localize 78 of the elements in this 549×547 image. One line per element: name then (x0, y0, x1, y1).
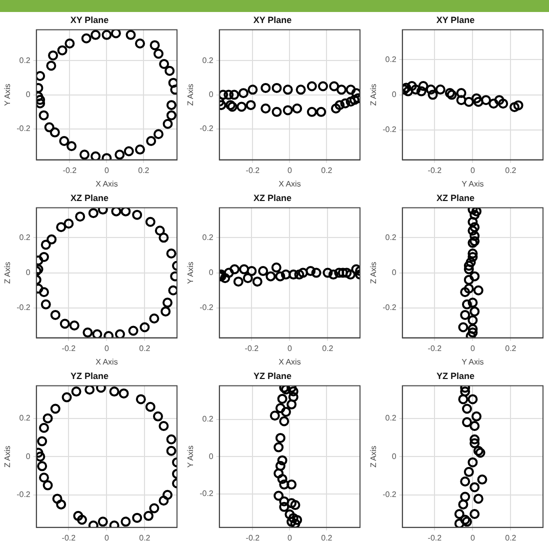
y-tick-label: -0.2 (200, 124, 214, 134)
x-tick-label: 0 (287, 344, 292, 353)
y-axis-title: Z Axis (369, 84, 378, 106)
y-tick-label: 0 (208, 452, 214, 461)
chart-title: YZ Plane (70, 370, 109, 381)
y-tick-label: 0.2 (385, 414, 397, 423)
y-tick-label: -0.2 (382, 303, 397, 312)
x-tick-label: -0.2 (62, 533, 76, 542)
y-tick-label: 0.2 (202, 56, 214, 65)
x-tick-label: -0.2 (62, 166, 78, 175)
y-tick-label: 0 (26, 268, 31, 278)
x-tick-label: -0.2 (428, 166, 442, 175)
x-tick-label: 0 (470, 344, 476, 353)
y-tick-label: 0 (392, 452, 397, 461)
y-tick-label: 0 (208, 268, 214, 278)
x-tick-label: 0.2 (139, 533, 151, 542)
x-axis-title: X Axis (278, 179, 301, 188)
y-tick-label: 0.2 (19, 232, 31, 242)
y-tick-label: 0 (26, 90, 31, 100)
y-axis-title: Y Axis (3, 84, 12, 106)
x-tick-label: -0.2 (246, 533, 260, 542)
y-tick-label: 0 (26, 452, 31, 461)
x-tick-label: -0.2 (246, 166, 260, 175)
y-axis-title: Z Axis (3, 262, 12, 284)
chart-title: XY Plane (436, 14, 475, 25)
x-tick-label: -0.2 (428, 533, 442, 542)
chart-title: XZ Plane (70, 192, 109, 203)
x-tick-label: 0.2 (321, 166, 333, 175)
y-tick-label: -0.2 (16, 124, 31, 134)
chart-title: XZ Plane (253, 192, 292, 203)
x-tick-label: 0 (104, 166, 110, 175)
x-tick-label: 0 (104, 344, 110, 353)
y-tick-label: 0 (208, 90, 214, 100)
y-tick-label: -0.2 (16, 490, 31, 500)
y-tick-label: 0.2 (385, 232, 397, 242)
y-tick-label: -0.2 (200, 303, 214, 312)
y-tick-label: 0.2 (385, 54, 397, 64)
x-tick-label: -0.2 (428, 344, 442, 353)
y-axis-title: Y Axis (186, 446, 196, 468)
x-axis-title: Y Axis (462, 357, 484, 366)
y-axis-title: Z Axis (186, 84, 196, 106)
chart-title: YZ Plane (253, 370, 292, 381)
y-tick-label: -0.2 (16, 303, 31, 312)
x-tick-label: 0 (470, 166, 476, 175)
x-axis-title: X Axis (278, 357, 301, 366)
y-tick-label: -0.2 (382, 125, 397, 134)
y-axis-title: Z Axis (369, 446, 378, 468)
y-tick-label: -0.2 (382, 490, 397, 500)
y-axis-title: Z Axis (369, 262, 378, 284)
y-tick-label: 0.2 (202, 232, 214, 242)
x-axis-title: X Axis (96, 179, 118, 188)
y-tick-label: 0.2 (202, 414, 214, 424)
chart-title: XZ Plane (436, 192, 475, 203)
chart-title: XY Plane (70, 14, 109, 25)
x-tick-label: 0.2 (322, 344, 334, 353)
x-tick-label: 0.2 (138, 166, 150, 175)
y-axis-title: Z Axis (3, 446, 12, 468)
x-tick-label: -0.2 (244, 344, 260, 353)
x-tick-label: 0.2 (505, 166, 517, 175)
x-tick-label: 0 (287, 166, 292, 175)
x-tick-label: 0.2 (505, 533, 517, 542)
x-tick-label: 0 (470, 533, 476, 542)
x-tick-label: 0.2 (505, 344, 517, 353)
chart-title: XY Plane (253, 14, 292, 25)
y-tick-label: 0.2 (19, 56, 31, 65)
x-tick-label: 0 (104, 533, 110, 542)
chart-title: YZ Plane (436, 370, 475, 381)
x-tick-label: 0.2 (139, 344, 151, 353)
y-tick-label: 0.2 (19, 414, 31, 423)
x-tick-label: -0.2 (62, 344, 76, 353)
y-tick-label: 0 (392, 90, 397, 100)
x-tick-label: 0 (287, 533, 292, 542)
y-axis-title: Y Axis (186, 262, 196, 284)
y-tick-label: 0 (392, 268, 397, 278)
x-tick-label: 0.2 (321, 533, 333, 542)
y-tick-label: -0.2 (200, 489, 214, 498)
x-axis-title: Y Axis (462, 179, 484, 188)
x-axis-title: X Axis (96, 357, 118, 366)
